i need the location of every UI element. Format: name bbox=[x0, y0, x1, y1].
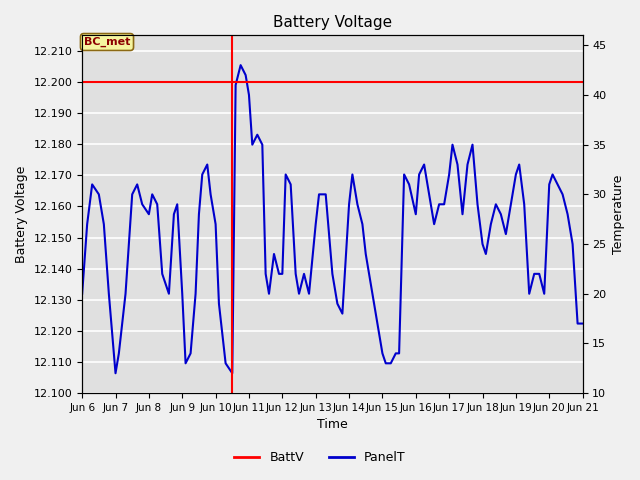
Y-axis label: Temperature: Temperature bbox=[612, 175, 625, 254]
Legend: BattV, PanelT: BattV, PanelT bbox=[229, 446, 411, 469]
X-axis label: Time: Time bbox=[317, 419, 348, 432]
Title: Battery Voltage: Battery Voltage bbox=[273, 15, 392, 30]
Y-axis label: Battery Voltage: Battery Voltage bbox=[15, 166, 28, 263]
Text: BC_met: BC_met bbox=[84, 37, 130, 47]
